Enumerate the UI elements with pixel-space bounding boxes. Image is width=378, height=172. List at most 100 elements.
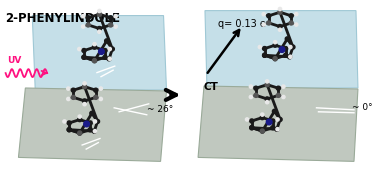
Text: q= 0.13 e⁺: q= 0.13 e⁺	[218, 19, 271, 29]
Circle shape	[275, 127, 279, 131]
Circle shape	[260, 129, 264, 133]
Circle shape	[94, 88, 98, 92]
Text: CT: CT	[203, 82, 218, 92]
Circle shape	[82, 49, 86, 53]
Circle shape	[86, 16, 90, 20]
Circle shape	[282, 85, 285, 88]
Circle shape	[82, 85, 87, 89]
Circle shape	[289, 21, 293, 25]
Circle shape	[261, 113, 264, 116]
Circle shape	[282, 95, 285, 99]
Circle shape	[67, 121, 71, 125]
Circle shape	[88, 128, 92, 132]
Polygon shape	[32, 16, 166, 90]
Circle shape	[262, 23, 265, 26]
Circle shape	[83, 82, 86, 85]
Circle shape	[93, 130, 97, 133]
Circle shape	[249, 95, 253, 99]
Polygon shape	[198, 86, 358, 161]
Circle shape	[98, 9, 101, 13]
Polygon shape	[19, 88, 166, 161]
Circle shape	[63, 120, 66, 123]
Circle shape	[260, 116, 264, 120]
Circle shape	[67, 87, 70, 90]
Circle shape	[291, 45, 295, 49]
Circle shape	[99, 87, 102, 90]
Circle shape	[84, 121, 90, 127]
Circle shape	[267, 14, 271, 18]
Circle shape	[289, 14, 293, 18]
Text: ~ 0°: ~ 0°	[352, 103, 373, 112]
Circle shape	[289, 55, 292, 58]
Circle shape	[284, 53, 288, 57]
Circle shape	[98, 30, 101, 33]
Circle shape	[90, 111, 94, 115]
Circle shape	[108, 23, 113, 27]
Circle shape	[284, 47, 288, 51]
Circle shape	[108, 47, 112, 51]
Circle shape	[266, 119, 272, 125]
Polygon shape	[205, 11, 358, 88]
Circle shape	[110, 47, 115, 51]
Circle shape	[93, 59, 96, 63]
Circle shape	[98, 12, 101, 16]
Circle shape	[276, 128, 279, 131]
Circle shape	[254, 86, 258, 90]
Circle shape	[278, 10, 282, 14]
Circle shape	[288, 55, 292, 59]
Circle shape	[114, 25, 117, 28]
Circle shape	[67, 128, 71, 132]
Circle shape	[88, 121, 92, 125]
Circle shape	[82, 55, 86, 59]
Circle shape	[86, 23, 90, 27]
Circle shape	[99, 97, 102, 101]
Circle shape	[108, 16, 113, 20]
Circle shape	[285, 37, 289, 41]
Text: UV: UV	[8, 56, 22, 65]
Circle shape	[245, 118, 249, 121]
Circle shape	[67, 128, 71, 132]
Circle shape	[103, 55, 107, 59]
Circle shape	[273, 43, 277, 47]
Circle shape	[99, 49, 104, 54]
Circle shape	[294, 13, 298, 16]
Circle shape	[82, 25, 85, 28]
Circle shape	[278, 117, 282, 121]
Circle shape	[274, 41, 277, 44]
Circle shape	[278, 7, 282, 11]
Circle shape	[78, 118, 82, 122]
Circle shape	[93, 42, 96, 46]
Circle shape	[105, 39, 109, 43]
Circle shape	[82, 15, 85, 18]
Circle shape	[294, 23, 298, 26]
Circle shape	[82, 99, 87, 103]
Circle shape	[82, 55, 86, 59]
Circle shape	[276, 86, 280, 90]
Circle shape	[265, 83, 269, 87]
Circle shape	[249, 85, 253, 88]
Circle shape	[278, 28, 282, 31]
Circle shape	[71, 95, 75, 99]
Text: 2-PHENYLINDOLE: 2-PHENYLINDOLE	[5, 12, 120, 25]
Circle shape	[103, 49, 107, 53]
Circle shape	[273, 57, 277, 61]
Circle shape	[263, 53, 266, 57]
Circle shape	[263, 47, 266, 51]
Circle shape	[289, 45, 292, 49]
Circle shape	[265, 101, 269, 104]
Circle shape	[262, 13, 265, 16]
Circle shape	[71, 88, 75, 92]
Circle shape	[279, 47, 285, 52]
Circle shape	[98, 26, 101, 31]
Circle shape	[265, 97, 269, 101]
Circle shape	[67, 97, 70, 101]
Circle shape	[271, 126, 275, 130]
Circle shape	[93, 45, 96, 49]
Circle shape	[276, 118, 279, 121]
Circle shape	[94, 95, 98, 99]
Circle shape	[276, 93, 280, 97]
Circle shape	[78, 131, 82, 135]
Circle shape	[265, 80, 269, 83]
Circle shape	[250, 126, 254, 130]
Circle shape	[250, 119, 254, 123]
